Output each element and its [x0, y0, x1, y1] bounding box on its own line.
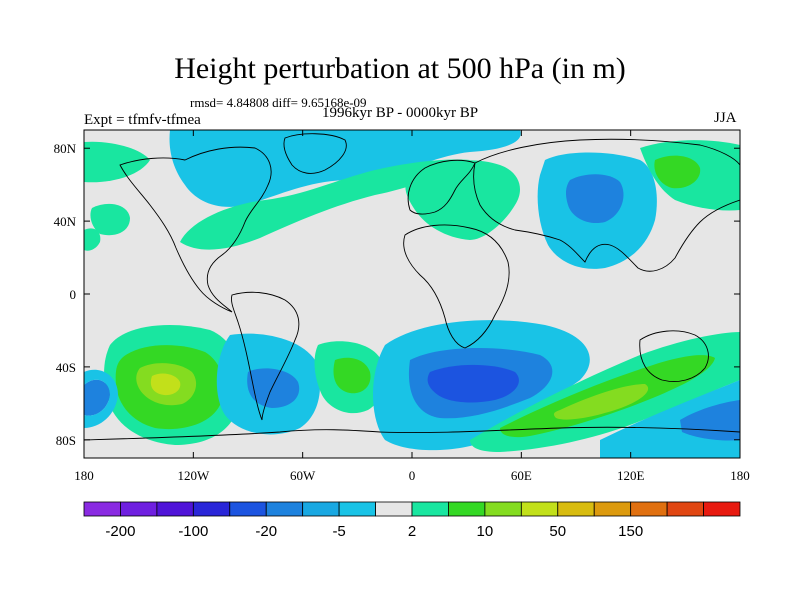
field-negative-south-pacific-east-core [247, 368, 300, 408]
colorbar-tick-label: 10 [477, 523, 494, 540]
plot-title: Height perturbation at 500 hPa (in m) [174, 52, 626, 85]
coastlines [84, 133, 740, 441]
colorbar-swatch [375, 501, 413, 517]
colorbar-tick-label: 2 [408, 523, 416, 540]
field-negative-southern-ocean-core [427, 364, 519, 403]
season-label: JJA [714, 110, 737, 126]
coastline-antarctica [84, 426, 740, 441]
height-perturbation-field [84, 130, 740, 458]
coastline-north-america [119, 146, 272, 313]
colorbar-swatch [666, 501, 704, 517]
colorbar-tick-label: -100 [178, 523, 208, 540]
time-period-label: 1996kyr BP - 0000kyr BP [322, 105, 479, 121]
colorbar-tick-label: -5 [332, 523, 345, 540]
lon-tick-label: 60E [511, 468, 532, 483]
lon-tick-label: 180 [730, 468, 750, 483]
colorbar-tick-label: 50 [549, 523, 566, 540]
field-negative-southwest-pacific-outer [84, 369, 118, 428]
field-positive-west-pacific [90, 203, 130, 236]
lon-tick-label: 60W [290, 468, 316, 483]
colorbar-swatch [156, 501, 194, 517]
colorbar-swatch [593, 501, 632, 517]
field-positive-indian-ocean-core [553, 384, 649, 420]
colorbar-swatch [265, 501, 304, 517]
field-positive-europe [405, 160, 520, 240]
colorbar-swatch [520, 501, 559, 517]
colorbar-swatch [229, 501, 267, 517]
field-negative-southwest-pacific [84, 379, 110, 416]
lat-tick-label: 40N [54, 214, 77, 229]
field-negative-asia-core [565, 174, 624, 224]
longitude-axis: 180 120W 60W 0 60E 120E 180 [74, 130, 750, 483]
colorbar-swatch [338, 501, 376, 517]
colorbar-swatch [448, 501, 486, 517]
colorbar-swatch [192, 501, 231, 517]
field-negative-south-pacific-west-core [680, 400, 740, 441]
coastline-south-america [231, 291, 300, 421]
lon-tick-label: 120E [617, 468, 645, 483]
coastline-australia [639, 330, 709, 382]
lat-tick-label: 40S [56, 360, 76, 375]
lon-tick-label: 0 [409, 468, 416, 483]
lon-tick-label: 120W [177, 468, 210, 483]
colorbar-swatch [411, 501, 449, 517]
colorbar-swatch [630, 501, 668, 517]
coastline-africa [403, 224, 510, 349]
coastline-greenland [283, 133, 347, 174]
colorbar-swatch [83, 501, 121, 517]
field-positive-north-pacific [84, 228, 101, 251]
colorbar-tick-label: -20 [255, 523, 277, 540]
field-positive-atlantic-band [180, 159, 470, 250]
field-positive-south-atlantic-core [333, 357, 371, 394]
lat-tick-label: 80S [56, 433, 76, 448]
colorbar-swatch [557, 501, 595, 517]
lat-tick-label: 80N [54, 141, 77, 156]
colorbar-tick-label: -200 [105, 523, 135, 540]
colorbar-swatch [120, 501, 158, 517]
coastline-europe [407, 159, 476, 215]
coastline-asia [473, 138, 740, 272]
latitude-axis: 80N 40N 0 40S 80S [54, 141, 740, 448]
colorbar: -200 -100 -20 -5 2 10 50 150 [83, 501, 741, 540]
experiment-label: Expt = tfmfv-tfmea [84, 112, 201, 128]
colorbar-tick-label: 150 [618, 523, 643, 540]
colorbar-swatch [302, 501, 340, 517]
field-positive-south-pacific-peak [150, 373, 181, 396]
field-positive-east-asia-core [654, 155, 701, 189]
colorbar-swatch [703, 501, 741, 517]
field-negative-south-pacific-west [600, 380, 740, 458]
field-positive-arctic-pacific [84, 141, 150, 183]
rmsd-diff-stats: rmsd= 4.84808 diff= 9.65168e-09 [190, 95, 367, 110]
lat-tick-label: 0 [70, 287, 77, 302]
lon-tick-label: 180 [74, 468, 94, 483]
colorbar-swatch [484, 501, 522, 517]
